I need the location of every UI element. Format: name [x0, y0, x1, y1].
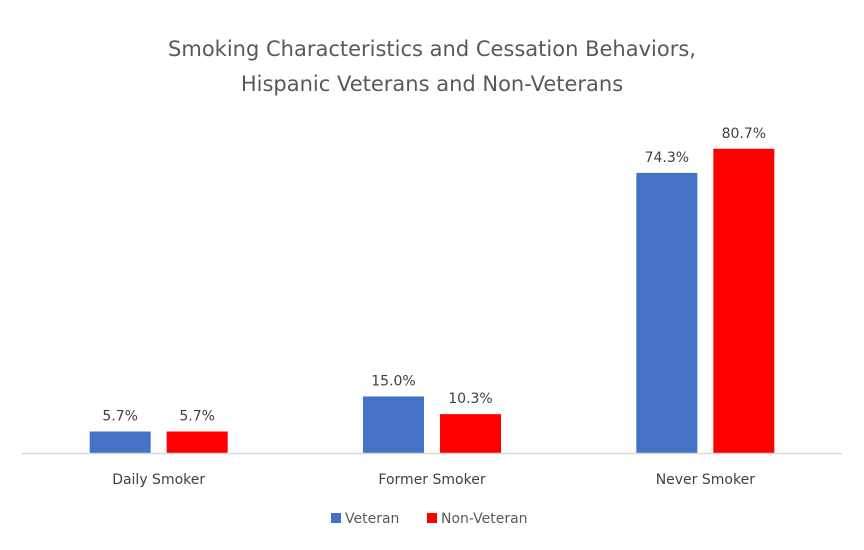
legend-label-non-veteran: Non-Veteran [441, 511, 528, 527]
chart-title-line-2: Hispanic Veterans and Non-Veterans [241, 72, 623, 96]
bar-veteran-daily-smoker [89, 431, 151, 453]
x-axis-tick-labels: Daily Smoker Former Smoker Never Smoker [112, 472, 755, 488]
bar-non-veteran-former-smoker [440, 414, 501, 453]
legend-item-veteran: Veteran [331, 511, 399, 527]
legend-swatch-veteran [331, 513, 341, 523]
x-tick-label-former-smoker: Former Smoker [378, 472, 485, 488]
data-label-non-veteran-daily-smoker: 5.7% [179, 409, 215, 425]
plot-area: 5.7% 5.7% 15.0% 10.3% 74.3% 80.7% [89, 126, 775, 454]
legend-item-non-veteran: Non-Veteran [427, 511, 528, 527]
x-tick-label-never-smoker: Never Smoker [656, 472, 756, 488]
legend-label-veteran: Veteran [345, 511, 399, 527]
bar-veteran-former-smoker [363, 396, 424, 453]
legend-swatch-non-veteran [427, 513, 437, 523]
bar-veteran-never-smoker [636, 172, 698, 453]
data-label-veteran-never-smoker: 74.3% [645, 150, 689, 166]
bar-non-veteran-never-smoker [713, 148, 775, 454]
legend: Veteran Non-Veteran [331, 511, 528, 527]
data-label-veteran-daily-smoker: 5.7% [102, 409, 138, 425]
x-tick-label-daily-smoker: Daily Smoker [112, 472, 205, 488]
data-label-veteran-former-smoker: 15.0% [371, 373, 415, 389]
data-label-non-veteran-former-smoker: 10.3% [448, 391, 492, 407]
bar-non-veteran-daily-smoker [166, 431, 228, 453]
data-label-non-veteran-never-smoker: 80.7% [722, 126, 766, 142]
chart-title-line-1: Smoking Characteristics and Cessation Be… [168, 37, 696, 61]
